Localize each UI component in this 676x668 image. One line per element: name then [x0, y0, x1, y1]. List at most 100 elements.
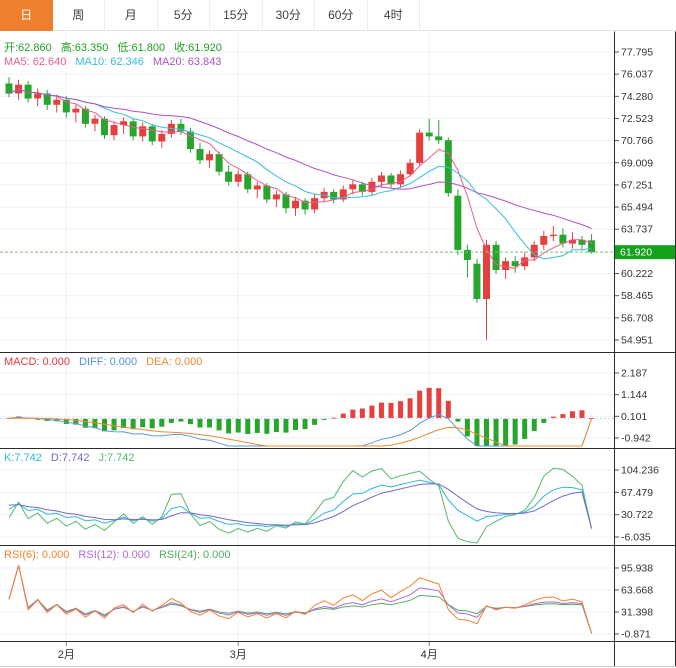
macd-bar	[531, 418, 537, 431]
macd-bar	[178, 418, 184, 422]
axis-label: 65.494	[621, 202, 653, 214]
axis-label: 95.938	[621, 563, 653, 575]
macd-bar	[140, 418, 146, 428]
kdj-readout: K:7.742 D:7.742 J:7.742	[4, 452, 144, 464]
axis-label: 63.737	[621, 224, 653, 236]
macd-bar	[560, 414, 566, 418]
candle-body	[454, 195, 462, 250]
macd-bar	[283, 418, 289, 433]
candle-body	[301, 200, 309, 210]
macd-bar	[426, 387, 432, 418]
macd-bar	[569, 411, 575, 418]
macd-bar	[121, 418, 127, 429]
candle-body	[148, 126, 156, 142]
axis-label: 31.398	[621, 607, 653, 619]
macd-bar	[550, 416, 556, 418]
ohlc-readout: 开:62.860 高:63.350 低:61.800 收:61.920	[4, 39, 231, 55]
candle-body	[139, 126, 147, 137]
macd-bar	[216, 418, 222, 431]
candle-body	[330, 191, 338, 200]
macd-bar	[111, 418, 117, 431]
macd-bar	[63, 418, 69, 424]
macd-bar	[321, 418, 327, 420]
axis-label: 104.236	[621, 465, 659, 477]
candle-body	[463, 249, 471, 260]
candle-body	[387, 175, 395, 185]
tab-5分[interactable]: 5分	[158, 0, 210, 31]
axis-label: 74.280	[621, 91, 653, 103]
candle-body	[196, 149, 204, 161]
macd-bar	[35, 418, 41, 420]
macd-bar	[302, 418, 308, 430]
axis-label: 60.222	[621, 268, 653, 280]
tab-日[interactable]: 日	[0, 0, 53, 31]
candle-body	[511, 261, 519, 267]
macd-bar	[493, 418, 499, 446]
j-line	[8, 467, 593, 544]
readout-value: D:7.742	[50, 452, 90, 464]
candle-body	[416, 132, 424, 163]
macd-bar	[235, 418, 241, 433]
macd-bar	[264, 418, 270, 434]
candle-body	[368, 181, 376, 192]
candle-body	[234, 174, 242, 182]
axis-label: 63.668	[621, 585, 653, 597]
axis-label: 54.951	[621, 334, 653, 346]
tab-15分[interactable]: 15分	[210, 0, 263, 31]
axis-label: 67.479	[621, 487, 653, 499]
macd-bar	[226, 418, 232, 434]
macd-bar	[312, 418, 318, 425]
tab-4时[interactable]: 4时	[368, 0, 420, 31]
candle-body	[215, 154, 223, 172]
rsi-readout: RSI(6): 0.000 RSI(12): 0.000 RSI(24): 0.00…	[4, 549, 240, 561]
axis-label: 70.766	[621, 135, 653, 147]
macd-bar	[168, 418, 174, 423]
month-label: 3月	[230, 649, 247, 661]
readout-value: 开:62.860	[4, 42, 52, 54]
candle-body	[492, 244, 500, 270]
candle-body	[540, 236, 548, 245]
axis-label: 72.523	[621, 113, 653, 125]
candle-body	[358, 184, 366, 192]
rsi12-line	[8, 565, 593, 634]
candle-body	[272, 194, 280, 200]
readout-value: DEA: 0.000	[146, 356, 203, 368]
macd-bar	[273, 418, 279, 432]
candle-body	[444, 140, 452, 194]
macd-bar	[340, 413, 346, 418]
macd-bar	[197, 418, 203, 428]
candle-body	[473, 263, 481, 299]
candle-body	[502, 261, 510, 270]
macd-bar	[455, 418, 461, 422]
macd-bar	[503, 418, 509, 446]
macd-bar	[82, 418, 88, 428]
readout-value: RSI(12): 0.000	[78, 549, 150, 561]
candle-body	[568, 239, 576, 244]
candle-body	[72, 108, 80, 113]
ma10-line	[8, 88, 592, 260]
d-line	[8, 483, 593, 529]
candle-body	[377, 175, 385, 182]
candle-body	[292, 200, 299, 209]
axis-label: -6.035	[621, 532, 651, 544]
readout-value: K:7.742	[4, 452, 42, 464]
tab-60分[interactable]: 60分	[315, 0, 368, 31]
tab-30分[interactable]: 30分	[263, 0, 315, 31]
rsi6-line	[8, 565, 593, 634]
macd-bar	[378, 402, 384, 418]
tab-周[interactable]: 周	[53, 0, 105, 31]
tab-月[interactable]: 月	[105, 0, 158, 31]
macd-bar	[369, 405, 375, 418]
axis-label: 2.187	[621, 367, 647, 379]
candle-body	[483, 244, 490, 299]
macd-bar	[474, 418, 480, 446]
candle-body	[397, 174, 405, 185]
macd-bar	[159, 418, 165, 427]
macd-bar	[102, 418, 107, 432]
axis-label: 67.251	[621, 179, 653, 191]
macd-bar	[207, 418, 213, 428]
macd-bar	[130, 418, 136, 430]
axis-label: -0.942	[621, 432, 651, 444]
